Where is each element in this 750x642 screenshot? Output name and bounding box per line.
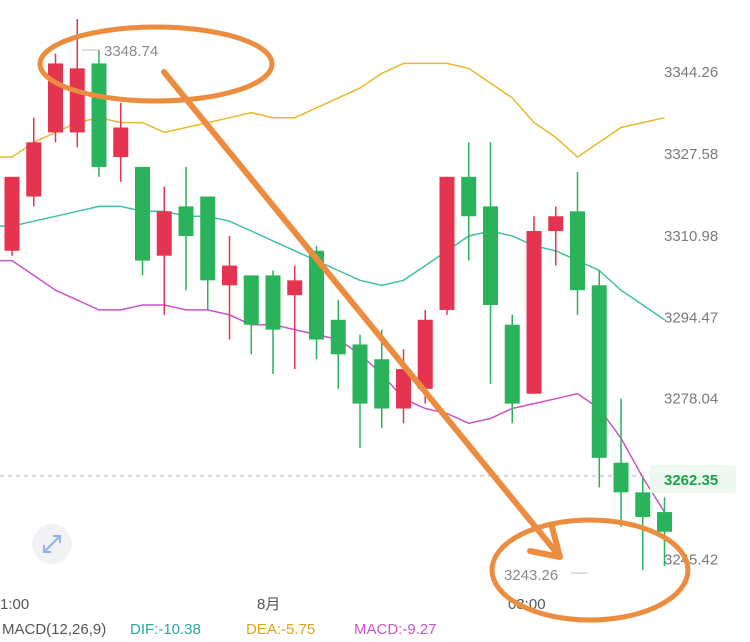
candle-down (483, 206, 498, 305)
macd-dif-value: DIF:-10.38 (130, 621, 201, 638)
current-price-label: 3262.35 (664, 472, 718, 489)
expand-arrows-icon[interactable] (32, 524, 72, 564)
candles-group (4, 19, 672, 570)
low-annotation-ellipse (489, 517, 691, 623)
price-axis-tick-label: 3327.58 (664, 146, 718, 163)
candle-up (222, 265, 237, 286)
macd-dea-value: DEA:-5.75 (246, 621, 315, 638)
time-label-start: 1:00 (0, 596, 29, 613)
candle-down (461, 176, 477, 217)
candle-down (265, 275, 281, 330)
candle-up (526, 231, 542, 394)
low-price-label: 3243.26 (504, 567, 558, 584)
candle-up (439, 176, 455, 310)
macd-histogram-value: MACD:-9.27 (354, 621, 437, 638)
middle-band-line (0, 205, 665, 321)
price-axis-tick-label: 3344.26 (664, 64, 718, 81)
annotation-arrow-line (161, 69, 559, 555)
price-axis: 3344.26 3327.58 3310.98 3294.47 3278.04 3245.… (664, 64, 718, 568)
price-axis-tick-label: 3294.47 (664, 309, 718, 326)
high-annotation-ellipse (37, 24, 275, 104)
candle-down (570, 211, 585, 291)
time-label-month: 8月 (257, 596, 280, 613)
candle-down (635, 492, 651, 517)
candle-down (657, 512, 672, 532)
candle-down (591, 285, 607, 458)
candle-down (178, 206, 194, 236)
price-axis-tick-label: 3310.98 (664, 228, 718, 245)
candle-up (4, 176, 20, 251)
candle-up (287, 280, 303, 296)
candle-up (396, 369, 411, 409)
candle-up (48, 63, 63, 133)
candle-down (91, 63, 107, 167)
candle-down (504, 324, 520, 404)
annotation-arrow-head (527, 524, 563, 560)
candle-up (113, 127, 129, 158)
candle-down (374, 359, 390, 409)
candle-down (613, 462, 629, 493)
current-price-box (650, 465, 736, 493)
high-price-label: 3348.74 (104, 43, 158, 60)
candle-down (309, 250, 324, 340)
candle-up (156, 211, 172, 256)
candle-up (417, 319, 433, 389)
candle-down (200, 196, 216, 281)
candle-down (243, 275, 259, 325)
candle-down (330, 319, 346, 355)
candle-up (548, 216, 564, 232)
candle-up (26, 142, 42, 197)
price-axis-tick-label: 3278.04 (664, 390, 718, 407)
macd-indicator-label: MACD(12,26,9) (2, 621, 106, 638)
candle-down (135, 166, 150, 261)
time-label-0300: 03:00 (508, 596, 546, 613)
candle-up (69, 68, 85, 133)
moving-average-line (0, 259, 666, 513)
price-axis-tick-label: 3245.42 (664, 551, 718, 568)
candle-down (352, 344, 368, 404)
